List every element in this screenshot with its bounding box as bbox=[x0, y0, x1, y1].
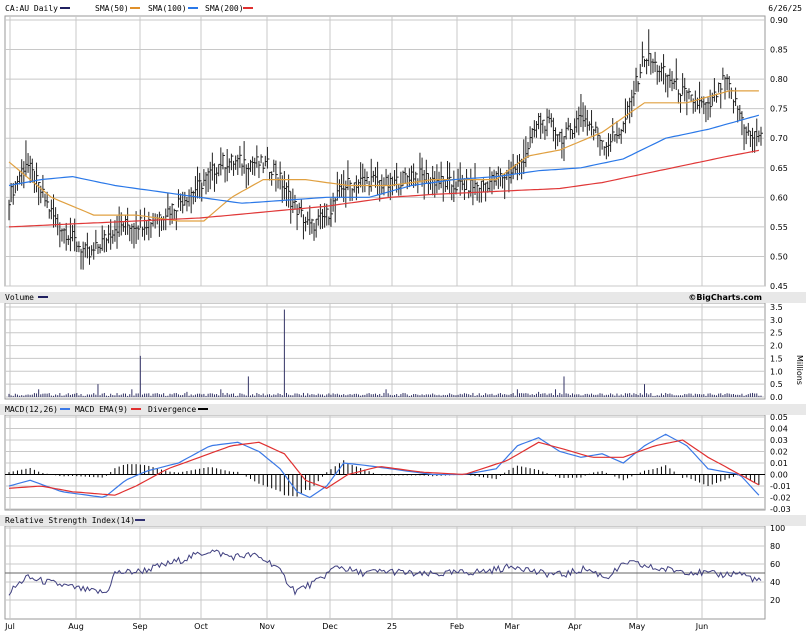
volume-tick-label: 0.0 bbox=[770, 393, 783, 402]
macd-tick-label: -0.02 bbox=[770, 494, 791, 503]
volume-bars bbox=[8, 309, 762, 397]
sma200-line bbox=[8, 149, 760, 228]
rsi-tick-label: 80 bbox=[770, 542, 780, 551]
x-tick-label: Jul bbox=[4, 622, 15, 631]
macd-tick-label: 0.03 bbox=[770, 436, 788, 445]
macd-tick-label: 0.02 bbox=[770, 448, 788, 457]
price-tick-label: 0.45 bbox=[770, 282, 788, 291]
macd-header bbox=[0, 404, 806, 415]
axis-labels: Jul Aug Sep Oct Nov Dec 25 Feb Mar Apr May Jun 0.90 0… bbox=[4, 16, 791, 631]
rsi-header bbox=[0, 515, 806, 526]
x-tick-label: Nov bbox=[259, 622, 275, 631]
legend-ticker: CA:AU Daily bbox=[5, 4, 58, 13]
price-tick-label: 0.65 bbox=[770, 164, 788, 173]
macd-tick-label: 0.00 bbox=[770, 471, 788, 480]
watermark: ©BigCharts.com bbox=[688, 293, 762, 302]
price-tick-label: 0.90 bbox=[770, 16, 788, 25]
x-tick-label: May bbox=[629, 622, 646, 631]
legend-macd-ema: MACD EMA(9) bbox=[75, 405, 128, 414]
rsi-tick-label: 100 bbox=[770, 524, 785, 533]
x-tick-label: Mar bbox=[504, 622, 520, 631]
price-tick-label: 0.60 bbox=[770, 193, 788, 202]
price-tick-label: 0.75 bbox=[770, 105, 788, 114]
volume-panel bbox=[4, 302, 766, 400]
macd-tick-label: 0.04 bbox=[770, 425, 788, 434]
macd-line bbox=[8, 433, 760, 499]
price-tick-label: 0.80 bbox=[770, 75, 788, 84]
macd-tick-label: 0.05 bbox=[770, 413, 788, 422]
sma50-line bbox=[8, 90, 759, 222]
macd-tick-label: 0.01 bbox=[770, 459, 788, 468]
x-tick-label: Apr bbox=[568, 622, 583, 631]
x-tick-label: Feb bbox=[450, 622, 464, 631]
rsi-line bbox=[8, 549, 762, 596]
legend-sma100: SMA(100) bbox=[148, 4, 187, 13]
volume-tick-label: 1.0 bbox=[770, 367, 783, 376]
chart-date: 6/26/25 bbox=[768, 4, 802, 13]
legend-macd: MACD(12,26) bbox=[5, 405, 58, 414]
legend-volume: Volume bbox=[5, 293, 34, 302]
x-tick-label: Jun bbox=[695, 622, 709, 631]
macd-tick-label: -0.01 bbox=[770, 482, 791, 491]
x-tick-label: Dec bbox=[322, 622, 337, 631]
x-tick-label: Sep bbox=[132, 622, 147, 631]
price-tick-label: 0.85 bbox=[770, 46, 788, 55]
volume-header bbox=[0, 292, 806, 303]
legend-rsi: Relative Strength Index(14) bbox=[5, 516, 135, 525]
price-legend: CA:AU Daily SMA(50) SMA(100) SMA(200) 6/… bbox=[5, 4, 802, 13]
price-tick-label: 0.55 bbox=[770, 223, 788, 232]
rsi-tick-label: 40 bbox=[770, 578, 780, 587]
rsi-tick-label: 60 bbox=[770, 560, 780, 569]
volume-tick-label: 3.0 bbox=[770, 316, 783, 325]
volume-unit-label: Millions bbox=[795, 355, 804, 385]
plot-layer bbox=[5, 29, 765, 596]
macd-tick-label: -0.03 bbox=[770, 505, 791, 514]
macd-signal-line bbox=[8, 439, 760, 496]
legend-divergence: Divergence bbox=[148, 405, 196, 414]
volume-tick-label: 0.5 bbox=[770, 380, 783, 389]
x-tick-label: Aug bbox=[68, 622, 84, 631]
legend-sma200: SMA(200) bbox=[205, 4, 244, 13]
volume-tick-label: 3.5 bbox=[770, 303, 783, 312]
price-tick-label: 0.70 bbox=[770, 134, 788, 143]
x-tick-label: Oct bbox=[194, 622, 208, 631]
rsi-tick-label: 20 bbox=[770, 596, 780, 605]
divergence-bars bbox=[8, 460, 760, 497]
volume-tick-label: 1.5 bbox=[770, 354, 783, 363]
sma100-line bbox=[8, 114, 760, 204]
x-tick-label: 25 bbox=[387, 622, 397, 631]
volume-tick-label: 2.5 bbox=[770, 329, 783, 338]
legend-sma50: SMA(50) bbox=[95, 4, 129, 13]
volume-tick-label: 2.0 bbox=[770, 342, 783, 351]
price-tick-label: 0.50 bbox=[770, 252, 788, 261]
